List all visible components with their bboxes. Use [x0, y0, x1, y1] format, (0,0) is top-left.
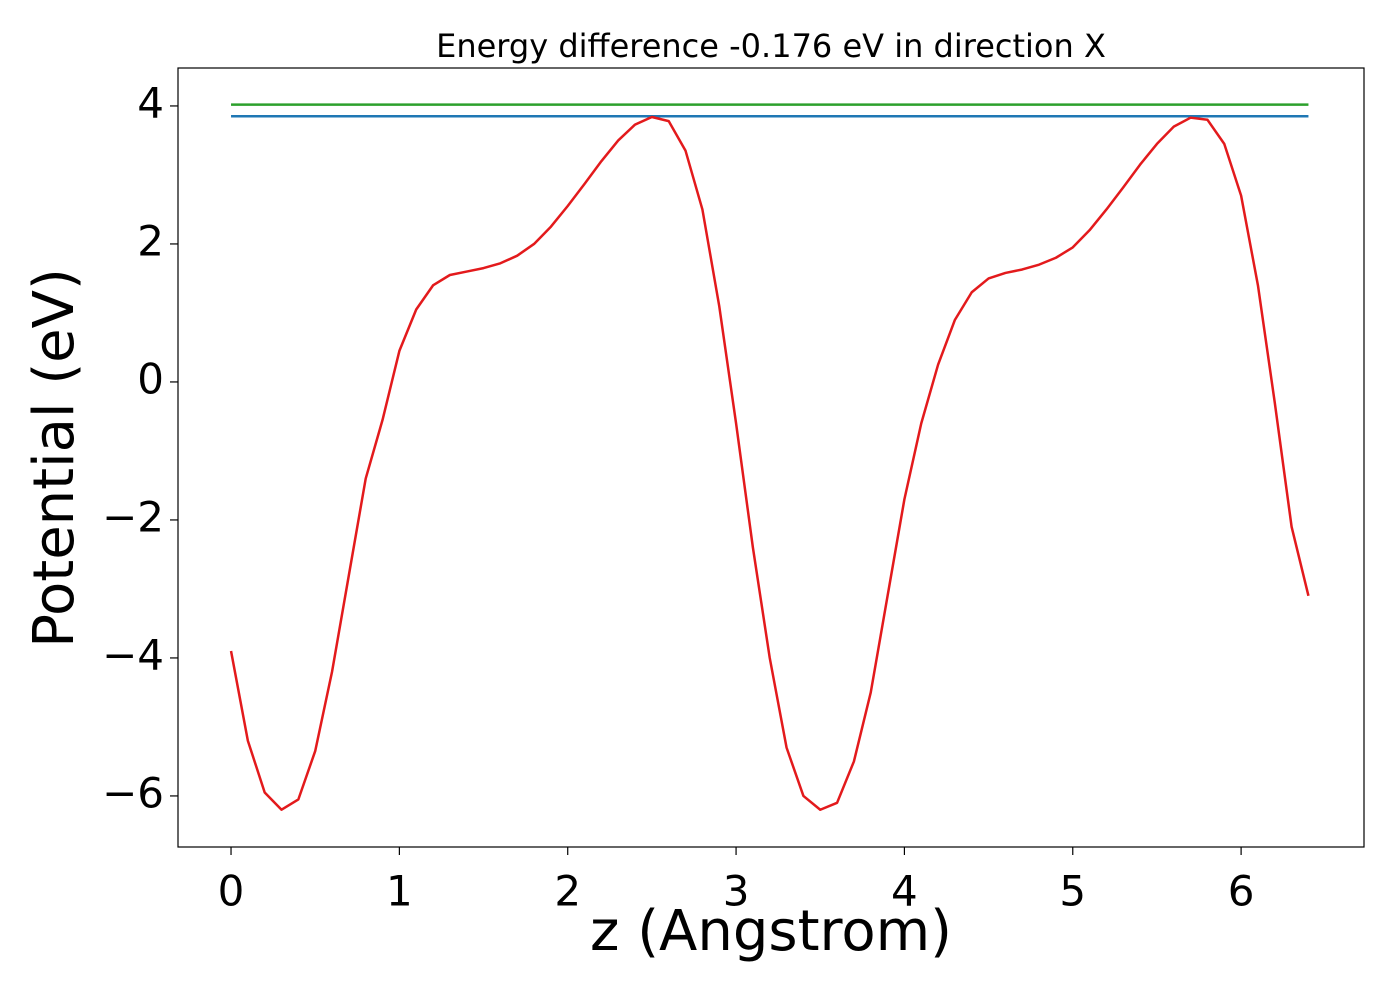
x-tick-label: 1 — [386, 867, 413, 916]
x-tick-label: 2 — [554, 867, 581, 916]
x-tick-label: 0 — [218, 867, 245, 916]
x-tick-label: 4 — [891, 867, 918, 916]
x-tick-label: 6 — [1228, 867, 1255, 916]
y-tick-label: −2 — [102, 492, 164, 541]
y-tick-label: −6 — [102, 768, 164, 817]
y-tick-label: −4 — [102, 630, 164, 679]
plot-frame — [177, 67, 1365, 848]
y-tick-label: 2 — [137, 216, 164, 265]
line-series — [229, 115, 1310, 811]
x-tick-label: 5 — [1059, 867, 1086, 916]
y-tick-label: 4 — [137, 78, 164, 127]
x-axis-label: z (Angstrom) — [590, 899, 952, 964]
chart-title: Energy difference -0.176 eV in direction… — [436, 27, 1106, 65]
x-tick-label: 3 — [723, 867, 750, 916]
y-axis-label: Potential (eV) — [22, 268, 87, 648]
y-tick-label: 0 — [137, 354, 164, 403]
